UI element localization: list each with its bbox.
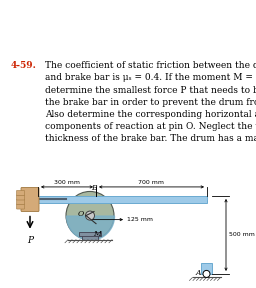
Text: P: P: [27, 236, 33, 245]
Bar: [79, 232, 101, 236]
FancyBboxPatch shape: [16, 195, 25, 200]
Text: 500 mm: 500 mm: [229, 232, 255, 237]
FancyBboxPatch shape: [21, 187, 39, 212]
Text: 300 mm: 300 mm: [54, 180, 80, 185]
Circle shape: [203, 270, 210, 277]
FancyBboxPatch shape: [16, 200, 25, 204]
Circle shape: [86, 211, 94, 220]
Text: O: O: [78, 210, 84, 217]
Bar: [201, 263, 212, 274]
Text: A: A: [196, 269, 201, 277]
Text: B: B: [91, 184, 97, 192]
Circle shape: [66, 192, 114, 240]
Text: 700 mm: 700 mm: [138, 180, 165, 185]
Text: The coefficient of static friction between the drum
and brake bar is μₛ = 0.4. I: The coefficient of static friction betwe…: [45, 61, 256, 143]
Text: 125 mm: 125 mm: [127, 217, 153, 222]
Text: 4-59.: 4-59.: [10, 61, 36, 70]
FancyBboxPatch shape: [16, 190, 25, 196]
Text: M: M: [93, 230, 101, 238]
FancyBboxPatch shape: [16, 204, 25, 209]
Bar: [82, 234, 98, 240]
Bar: [38, 196, 207, 203]
